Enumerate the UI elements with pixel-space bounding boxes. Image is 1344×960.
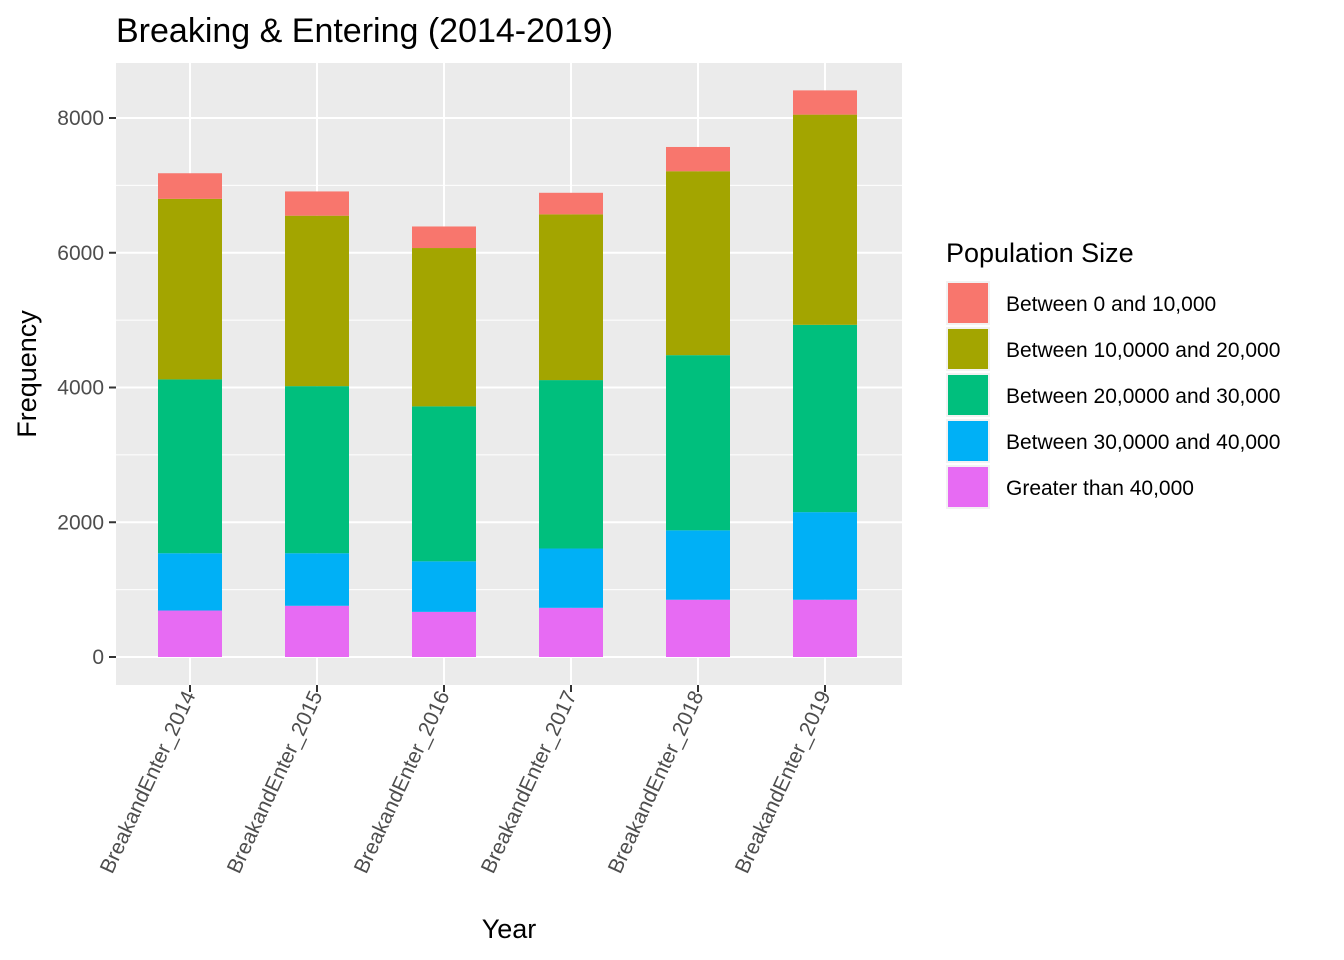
legend-swatch — [948, 375, 988, 415]
bar-segment — [793, 114, 857, 325]
legend-swatch — [948, 467, 988, 507]
bar-segment — [793, 599, 857, 657]
bar-segment — [412, 226, 476, 249]
bar-segment — [158, 198, 222, 380]
bar-segment — [666, 530, 730, 600]
x-axis-title: Year — [482, 914, 537, 944]
y-axis: 0 2000 4000 6000 8000 — [57, 107, 116, 669]
x-tick-label: BreakandEnter_2016 — [350, 687, 455, 877]
legend: Population Size Between 0 and 10,000Betw… — [946, 238, 1280, 509]
bar-segment — [666, 599, 730, 657]
bar-segment — [793, 90, 857, 115]
legend-swatch — [948, 421, 988, 461]
x-tick-label: BreakandEnter_2018 — [604, 687, 709, 877]
legend-swatch — [948, 283, 988, 323]
y-tick-label: 4000 — [57, 377, 104, 400]
minor-gridlines — [116, 184, 902, 591]
x-tick-label: BreakandEnter_2015 — [223, 687, 328, 877]
legend-label: Between 0 and 10,000 — [1006, 293, 1216, 316]
bar-segment — [158, 610, 222, 657]
bar-segment — [412, 248, 476, 407]
legend-items: Between 0 and 10,000 Between 10,0000 and … — [946, 281, 1280, 509]
chart-title: Breaking & Entering (2014-2019) — [116, 12, 613, 50]
bar-segment — [285, 215, 349, 387]
bar-segment — [158, 379, 222, 554]
bar-segment — [158, 173, 222, 199]
bar-segment — [285, 605, 349, 657]
bar-segment — [539, 607, 603, 657]
bar-segment — [539, 548, 603, 608]
x-tick-label: BreakandEnter_2019 — [731, 687, 836, 877]
bar-segment — [539, 380, 603, 549]
bar-segment — [412, 561, 476, 612]
legend-label: Between 10,0000 and 20,000 — [1006, 339, 1280, 362]
y-tick-label: 2000 — [57, 511, 104, 534]
bar-segment — [666, 146, 730, 172]
x-axis: BreakandEnter_2014 BreakandEnter_2015 Brea… — [96, 685, 836, 877]
y-tick-label: 8000 — [57, 107, 104, 130]
bar-segment — [539, 214, 603, 381]
x-tick-label: BreakandEnter_2017 — [477, 687, 582, 877]
bar-segment — [793, 324, 857, 513]
bar-segment — [666, 171, 730, 356]
legend-label: Between 20,0000 and 30,000 — [1006, 385, 1280, 408]
bar-segment — [285, 553, 349, 606]
y-axis-title: Frequency — [12, 310, 42, 438]
bar-segment — [793, 512, 857, 600]
legend-label: Greater than 40,000 — [1006, 477, 1194, 500]
y-tick-label: 0 — [92, 646, 104, 669]
legend-label: Between 30,0000 and 40,000 — [1006, 431, 1280, 454]
bar-segment — [539, 192, 603, 215]
bar-segment — [285, 386, 349, 554]
bar-segment — [412, 611, 476, 657]
plot-panel — [116, 63, 902, 685]
bar-segment — [412, 406, 476, 562]
bars-layer — [158, 90, 857, 657]
legend-title: Population Size — [946, 238, 1134, 268]
legend-swatch — [948, 329, 988, 369]
bar-segment — [285, 191, 349, 216]
y-tick-label: 6000 — [57, 242, 104, 265]
x-tick-label: BreakandEnter_2014 — [96, 687, 201, 877]
bar-segment — [158, 553, 222, 611]
bar-segment — [666, 355, 730, 531]
